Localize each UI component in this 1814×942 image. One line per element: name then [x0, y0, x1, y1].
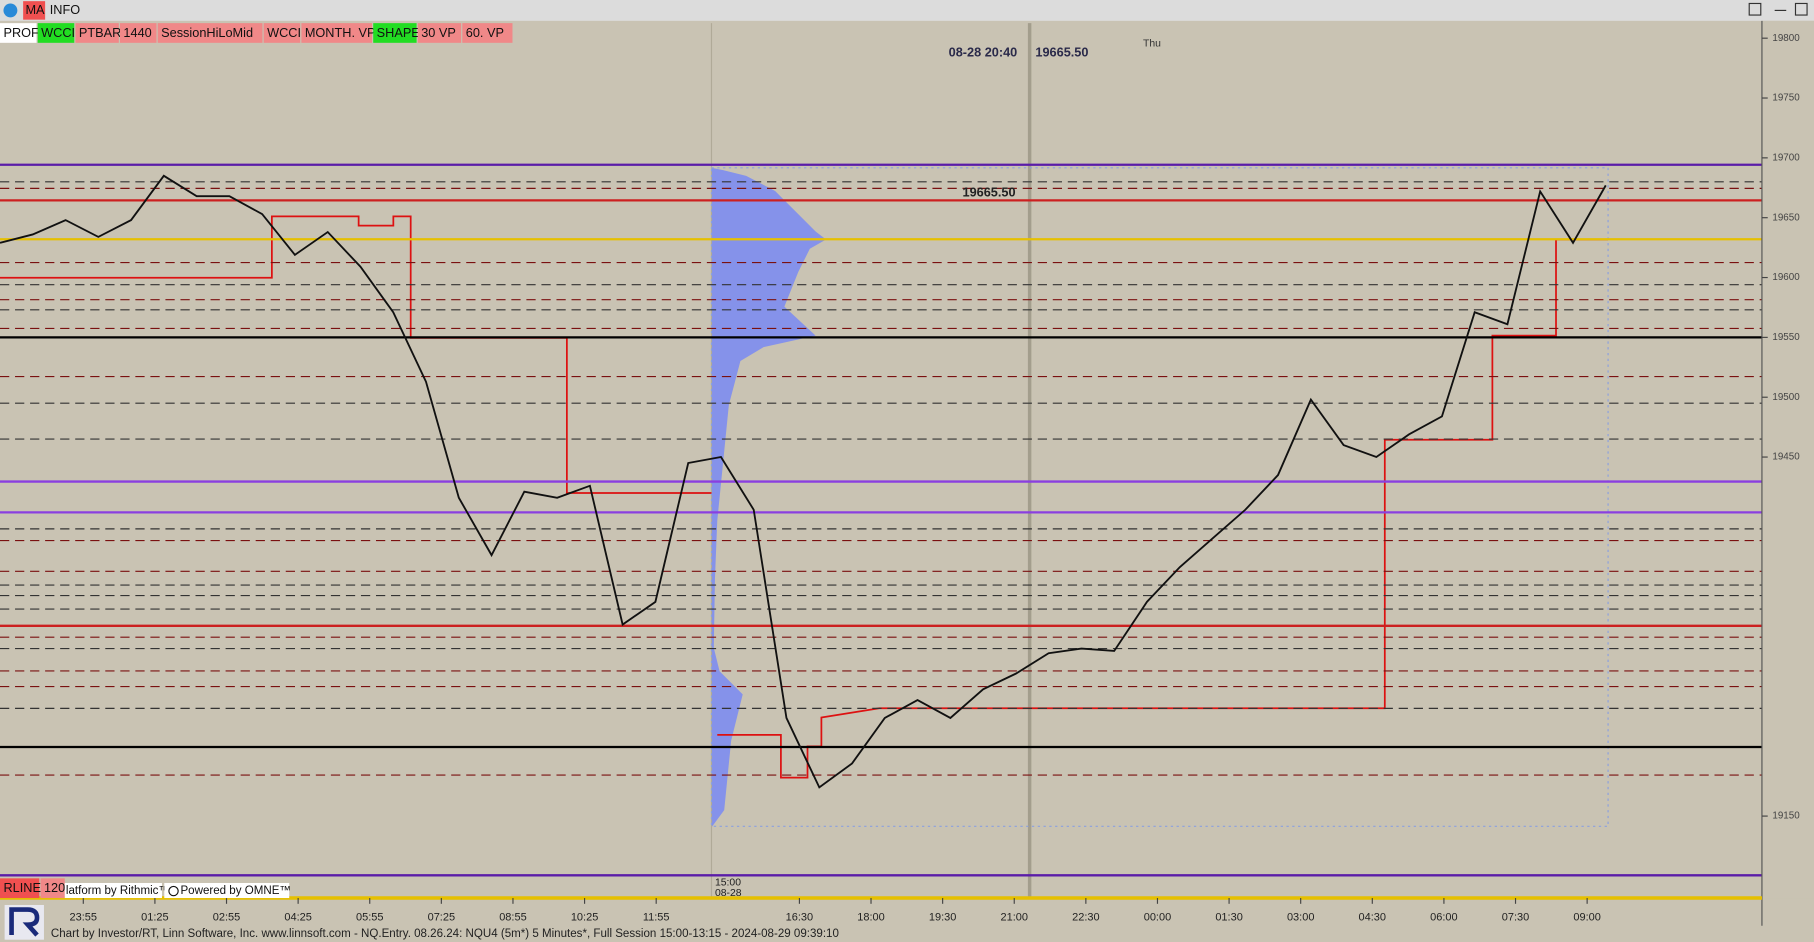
y-tick-label: 19600	[1772, 272, 1800, 283]
omne-badge	[164, 882, 290, 899]
x-tick-label: 07:30	[1502, 912, 1529, 924]
y-tick-label: 19700	[1772, 152, 1800, 163]
annotation-price: 19665.50	[1035, 45, 1088, 60]
indicator-button[interactable]	[301, 23, 373, 43]
indicator-label: SHAPE	[377, 25, 420, 40]
x-tick-label: 01:25	[141, 912, 168, 924]
indicator-button[interactable]	[0, 23, 37, 43]
indicator-label: MONTH. VP	[305, 25, 376, 40]
x-tick-label: 23:55	[70, 912, 97, 924]
omne-text: Powered by OMNE™	[180, 885, 291, 897]
indicator-label: SessionHiLoMid	[161, 25, 253, 40]
session-date: 08-28	[715, 888, 742, 899]
x-tick-label: 01:30	[1215, 912, 1242, 924]
title-bar	[0, 0, 1814, 21]
indicator-button[interactable]	[119, 23, 157, 43]
x-tick-label: 08:55	[499, 912, 526, 924]
price-line	[0, 174, 1607, 789]
indicator-label: WCCI	[267, 25, 301, 40]
indicator-button[interactable]	[37, 23, 75, 43]
indicator-label: 1440	[123, 25, 151, 40]
x-tick-label: 02:55	[213, 912, 240, 924]
x-tick-label: 22:30	[1072, 912, 1099, 924]
menu-item: INFO	[50, 2, 80, 17]
x-tick-label: 07:25	[428, 912, 455, 924]
x-tick-label: 05:55	[356, 912, 383, 924]
indicator-button[interactable]	[157, 23, 263, 43]
rithmic-text: latform by Rithmic™	[66, 885, 170, 897]
rline-count[interactable]	[40, 878, 65, 899]
x-tick-label: 09:00	[1573, 912, 1600, 924]
y-tick-label: 19650	[1772, 212, 1800, 223]
indicator-button[interactable]	[417, 23, 462, 43]
day-label: Thu	[1143, 39, 1161, 50]
rline-count-label: 120	[44, 880, 65, 895]
x-tick-label: 21:00	[1000, 912, 1027, 924]
indicator-label: WCCI	[41, 25, 75, 40]
x-tick-label: 10:25	[571, 912, 598, 924]
app-icon[interactable]	[3, 3, 18, 18]
indicator-button[interactable]	[373, 23, 417, 43]
x-tick-label: 18:00	[857, 912, 884, 924]
x-tick-label: 04:30	[1359, 912, 1386, 924]
x-tick-label: 16:30	[786, 912, 813, 924]
footer: Chart by Investor/RT, Linn Software, Inc…	[51, 928, 839, 940]
rline-label: RLINE	[3, 880, 40, 895]
x-tick-label: 00:00	[1144, 912, 1171, 924]
y-tick-label: 19800	[1772, 33, 1800, 44]
menu-item: MA	[25, 2, 45, 17]
indicator-label: 60. VP	[466, 25, 504, 40]
x-tick-label: 19:30	[929, 912, 956, 924]
volume-profile	[711, 167, 827, 828]
indicator-label: 30 VP	[421, 25, 456, 40]
ma-button[interactable]	[23, 1, 46, 20]
annotation-time: 08-28 20:40	[949, 45, 1018, 60]
indicator-label: PTBAR	[79, 25, 121, 40]
indicator-button[interactable]	[462, 23, 513, 43]
y-tick-label: 19150	[1772, 811, 1800, 822]
indicator-label: PROF	[3, 25, 39, 40]
profile-box	[710, 167, 1609, 827]
y-tick-label: 19450	[1772, 452, 1800, 463]
indicator-button[interactable]	[75, 23, 119, 43]
y-tick-label: 19750	[1772, 93, 1800, 104]
logo-mark	[9, 907, 40, 937]
x-tick-label: 03:00	[1287, 912, 1314, 924]
indicator-button[interactable]	[263, 23, 301, 43]
y-tick-label: 19500	[1772, 392, 1800, 403]
plot	[0, 174, 1607, 789]
price-axis	[1761, 20, 1814, 899]
x-tick-label: 06:00	[1430, 912, 1457, 924]
x-tick-label: 04:25	[284, 912, 311, 924]
session-start: 15:00	[715, 878, 741, 889]
omne-icon	[168, 885, 179, 897]
price-marker: 19665.50	[963, 185, 1016, 200]
y-tick-label: 19550	[1772, 332, 1800, 343]
x-tick-label: 11:55	[643, 912, 670, 924]
maximize-button[interactable]	[1794, 2, 1808, 16]
rline-button[interactable]	[0, 878, 40, 899]
restore-button[interactable]	[1748, 2, 1762, 16]
rithmic-badge	[64, 882, 162, 899]
axes: 19150 19450 19500 19550 19600 19650 19700 19750…	[70, 33, 1801, 924]
